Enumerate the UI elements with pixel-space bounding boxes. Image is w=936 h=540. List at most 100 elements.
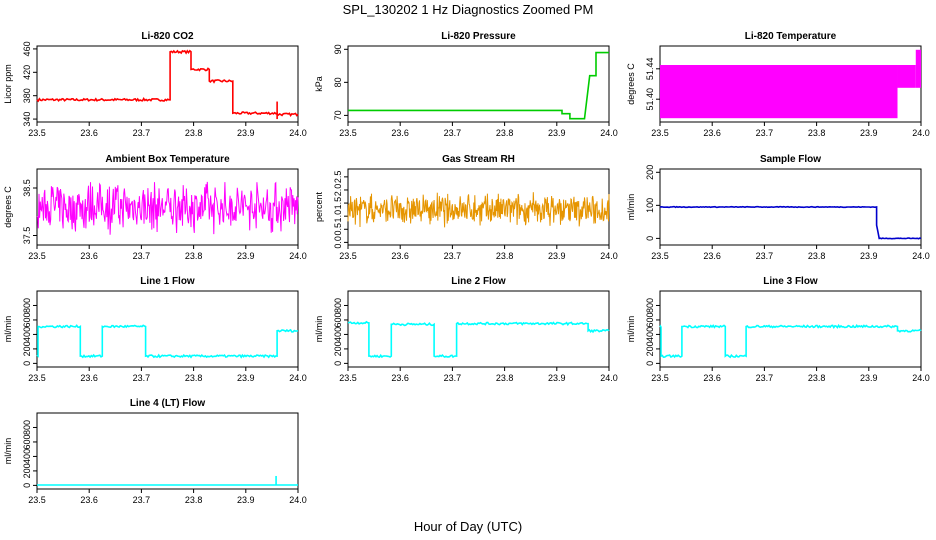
y-tick-label: 400: [22, 449, 32, 464]
y-tick-label: 1.0: [333, 210, 343, 223]
y-tick-label: 38.5: [22, 179, 32, 197]
x-tick-label: 23.5: [339, 128, 357, 138]
panel-title: Ambient Box Temperature: [105, 154, 230, 165]
x-tick-label: 24.0: [289, 128, 307, 138]
x-tick-label: 23.6: [391, 251, 409, 261]
y-tick-label: 800: [22, 298, 32, 313]
series-line: [347, 192, 610, 228]
y-tick-label: 0.5: [333, 223, 343, 236]
plot-frame: [36, 412, 299, 490]
x-tick-label: 23.6: [703, 373, 721, 383]
data-band: [915, 49, 921, 88]
y-axis-label: degrees C: [626, 63, 636, 105]
x-tick-label: 23.8: [496, 251, 514, 261]
y-tick-label: 70: [333, 110, 343, 120]
x-tick-label: 24.0: [912, 373, 930, 383]
series-line: [347, 320, 610, 359]
x-tick-label: 24.0: [600, 373, 618, 383]
x-tick-label: 23.6: [80, 128, 98, 138]
x-tick-label: 23.6: [703, 251, 721, 261]
panel-title: Line 1 Flow: [140, 276, 195, 287]
x-tick-label: 23.9: [237, 495, 255, 505]
series-line: [36, 324, 299, 359]
x-tick-label: 23.9: [860, 251, 878, 261]
x-tick-label: 23.6: [391, 373, 409, 383]
x-tick-label: 24.0: [289, 495, 307, 505]
x-tick-label: 23.7: [444, 373, 462, 383]
panel-title: Line 2 Flow: [451, 276, 506, 287]
y-tick-label: 80: [333, 77, 343, 87]
y-axis-label: ml/min: [3, 316, 13, 343]
x-tick-label: 23.6: [80, 373, 98, 383]
x-tick-label: 23.5: [28, 495, 46, 505]
y-tick-label: 0: [333, 361, 343, 366]
x-tick-label: 23.5: [651, 373, 669, 383]
y-tick-label: 200: [333, 341, 343, 356]
x-tick-label: 23.9: [237, 128, 255, 138]
y-axis-label: percent: [314, 191, 324, 222]
x-tick-label: 23.7: [133, 495, 151, 505]
y-tick-label: 400: [22, 327, 32, 342]
x-tick-label: 23.5: [339, 373, 357, 383]
y-tick-label: 2.5: [333, 171, 343, 184]
x-tick-label: 23.9: [860, 128, 878, 138]
y-tick-label: 380: [22, 88, 32, 103]
x-tick-label: 23.5: [339, 251, 357, 261]
x-tick-label: 24.0: [289, 373, 307, 383]
x-tick-label: 23.9: [548, 373, 566, 383]
plot-frame: [36, 290, 299, 368]
panel-title: Gas Stream RH: [442, 154, 515, 165]
x-tick-label: 24.0: [600, 251, 618, 261]
chart-panel: Line 4 (LT) Flow 23.5 23.6 23.7 23.8 23.9 24.0…: [3, 398, 307, 505]
series-line: [659, 323, 922, 359]
y-axis-label: Licor ppm: [3, 64, 13, 104]
y-tick-label: 0.0: [333, 236, 343, 249]
panel-title: Line 4 (LT) Flow: [130, 398, 206, 409]
y-tick-label: 51.40: [645, 88, 655, 111]
y-tick-label: 0: [645, 361, 655, 366]
panel-title: Sample Flow: [760, 154, 821, 165]
y-tick-label: 460: [22, 41, 32, 56]
plot-frame: [659, 290, 922, 368]
series-line: [659, 205, 922, 240]
plot-frame: [347, 45, 610, 123]
x-tick-label: 23.7: [444, 128, 462, 138]
y-tick-label: 800: [22, 420, 32, 435]
panel-title: Li-820 CO2: [141, 31, 194, 42]
x-tick-label: 23.7: [133, 373, 151, 383]
x-tick-label: 23.6: [80, 495, 98, 505]
y-axis-label: kPa: [314, 76, 324, 92]
chart-panel: Li-820 Pressure 23.5 23.6 23.7 23.8 23.9 24.0 7…: [314, 31, 618, 138]
data-band: [897, 65, 916, 88]
x-tick-label: 23.9: [860, 373, 878, 383]
panel-title: Li-820 Temperature: [745, 31, 837, 42]
chart-panel: Li-820 CO2 23.5 23.6 23.7 23.8 23.9 24.0 340 380…: [3, 31, 307, 138]
y-axis-label: ml/min: [626, 316, 636, 343]
y-tick-label: 420: [22, 65, 32, 80]
y-tick-label: 100: [645, 198, 655, 213]
y-tick-label: 600: [333, 312, 343, 327]
y-axis-label: ml/min: [314, 316, 324, 343]
x-tick-label: 23.5: [28, 373, 46, 383]
y-tick-label: 0: [22, 361, 32, 366]
chart-panel: Line 2 Flow 23.5 23.6 23.7 23.8 23.9 24.0 0 2004…: [314, 276, 618, 383]
x-tick-label: 23.6: [703, 128, 721, 138]
x-tick-label: 23.7: [133, 128, 151, 138]
y-axis-label: ml/min: [3, 438, 13, 465]
x-tick-label: 23.9: [237, 373, 255, 383]
x-tick-label: 23.7: [756, 251, 774, 261]
y-tick-label: 1.5: [333, 197, 343, 210]
x-tick-label: 23.7: [756, 128, 774, 138]
x-tick-label: 23.7: [133, 251, 151, 261]
plot-frame: [347, 290, 610, 368]
series-line: [36, 49, 299, 117]
x-tick-label: 23.5: [28, 251, 46, 261]
plot-frame: [36, 45, 299, 123]
panel-grid: Li-820 CO2 23.5 23.6 23.7 23.8 23.9 24.0 340 380…: [3, 31, 930, 505]
y-tick-label: 0: [22, 483, 32, 488]
x-tick-label: 23.7: [756, 373, 774, 383]
chart-panel: Line 1 Flow 23.5 23.6 23.7 23.8 23.9 24.0 0 2004…: [3, 276, 307, 383]
x-tick-label: 23.6: [391, 128, 409, 138]
y-tick-label: 200: [22, 463, 32, 478]
